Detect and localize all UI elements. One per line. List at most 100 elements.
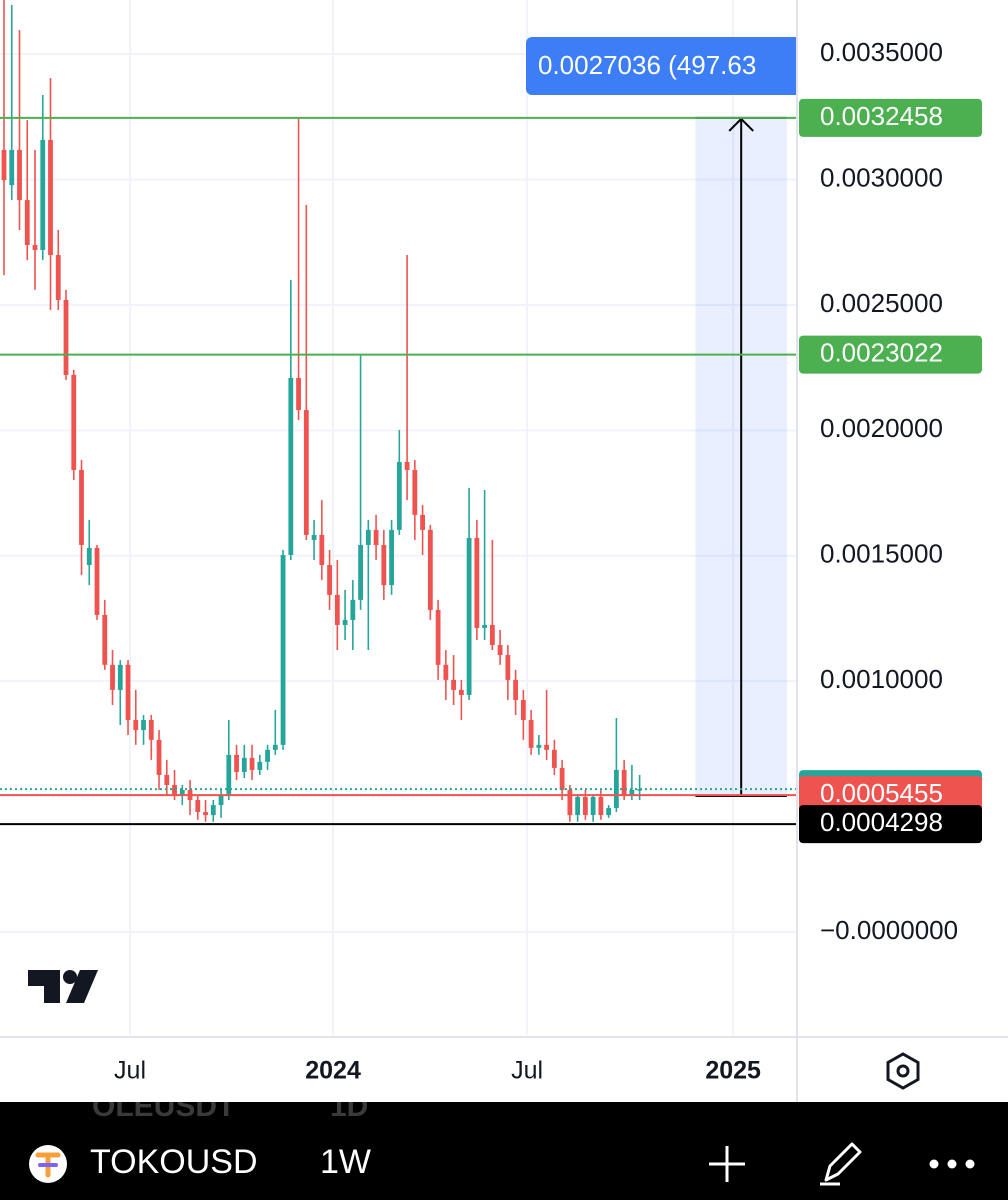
candle-body — [637, 789, 643, 791]
candle-body — [327, 565, 332, 595]
candle-body — [63, 299, 69, 375]
plot — [1, 0, 643, 822]
candle-body — [443, 664, 449, 680]
price-level-label: 0.0032458 — [820, 101, 943, 131]
candle-body — [94, 547, 100, 615]
candle-body — [427, 529, 433, 610]
candle-body — [164, 774, 170, 785]
axis-settings[interactable] — [886, 1052, 920, 1090]
candle-body — [172, 784, 177, 795]
candle-body — [497, 645, 503, 656]
candle-body — [40, 139, 46, 251]
candle-body — [412, 469, 418, 515]
candle-body — [365, 529, 371, 545]
candle-body — [241, 757, 247, 772]
y-tick-label: 0.0035000 — [820, 37, 943, 67]
candle-body — [350, 599, 356, 620]
candle-body — [567, 789, 573, 816]
candle-body — [598, 797, 604, 816]
candle-body — [520, 699, 526, 721]
candle-body — [629, 789, 635, 795]
symbol[interactable]: TOKOUSD — [90, 1143, 258, 1181]
candle-body — [404, 461, 410, 470]
draw-button[interactable] — [820, 1142, 862, 1186]
candle-body — [296, 377, 301, 411]
candle-body — [482, 624, 488, 628]
y-tick-label: 0.0025000 — [820, 288, 943, 318]
candle-body — [536, 744, 542, 748]
candle-body — [55, 255, 61, 300]
candle-body — [544, 744, 550, 750]
drawings: 0.0027036 (497.63 — [0, 37, 797, 826]
candle-body — [32, 245, 38, 251]
candle-body — [466, 537, 472, 695]
candle-body — [234, 754, 239, 772]
candle-body — [590, 797, 596, 816]
candle-body — [133, 720, 139, 731]
candle-body — [621, 769, 627, 795]
candle-body — [71, 374, 77, 470]
candle-body — [606, 808, 612, 816]
candle-body — [288, 377, 294, 555]
price-level-label-bg — [799, 98, 982, 137]
x-tick-label: Jul — [114, 1057, 146, 1085]
candle-body — [210, 805, 216, 816]
candle-body — [334, 594, 340, 625]
candle-body — [303, 410, 309, 535]
candle-body — [9, 149, 15, 186]
candle-body — [272, 744, 278, 750]
candle-body — [474, 537, 480, 628]
measure-label: 0.0027036 (497.63 — [538, 50, 756, 80]
candle-body — [179, 789, 185, 795]
candle-body — [1, 149, 7, 181]
candle-body — [48, 139, 53, 256]
x-tick-label: Jul — [511, 1057, 543, 1085]
candle-body — [559, 767, 565, 790]
candle-body — [513, 679, 519, 700]
candle-body — [86, 547, 92, 566]
x-tick-label: 2024 — [305, 1057, 361, 1085]
candle-body — [79, 469, 84, 545]
candle-body — [203, 812, 208, 816]
logo — [28, 970, 98, 1003]
candle-body — [342, 619, 348, 625]
candle-body — [582, 797, 588, 816]
more-button[interactable] — [929, 1159, 975, 1169]
candle-body — [218, 794, 224, 806]
y-tick-label: 0.0030000 — [820, 162, 943, 192]
add-button[interactable] — [709, 1146, 745, 1182]
candle-body — [489, 624, 495, 646]
interval[interactable]: 1W — [320, 1143, 371, 1181]
candle-body — [381, 544, 387, 586]
candle-body — [575, 797, 581, 816]
candle-body — [117, 664, 123, 690]
candle-body — [195, 800, 201, 813]
candle-body — [141, 720, 146, 731]
candle-body — [280, 554, 286, 745]
candle-body — [249, 757, 255, 770]
candle-body — [505, 655, 511, 680]
candle-body — [396, 461, 402, 530]
y-tick-label: 0.0015000 — [820, 539, 943, 569]
price-level-label-bg — [799, 805, 982, 844]
candle-body — [110, 664, 115, 690]
candle-body — [389, 529, 394, 586]
x-tick-label: 2025 — [705, 1057, 761, 1085]
price-level-label-bg — [799, 335, 982, 374]
candle-body — [17, 149, 22, 201]
y-tick-label: 0.0010000 — [820, 664, 943, 694]
y-tick-label: 0.0020000 — [820, 413, 943, 443]
hidden-interval: 1D — [330, 1090, 368, 1123]
candle-body — [148, 720, 154, 740]
y-tick-label: −0.0000000 — [820, 915, 958, 945]
price-level-label: 0.0005455 — [820, 778, 943, 808]
candle-body — [319, 534, 325, 566]
candle-body — [265, 749, 270, 762]
price-level-label: 0.0004298 — [820, 807, 943, 837]
candle-body — [102, 614, 108, 665]
candle-body — [528, 720, 534, 748]
symbol-icon — [29, 1145, 67, 1183]
candle-body — [311, 534, 317, 540]
